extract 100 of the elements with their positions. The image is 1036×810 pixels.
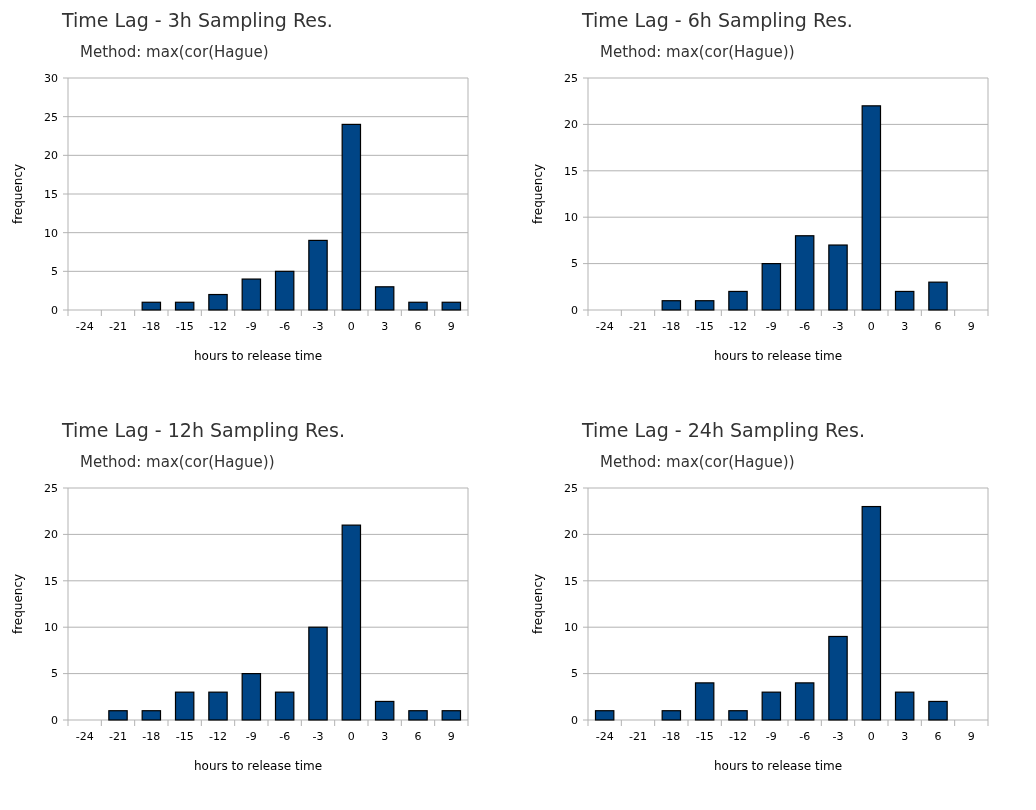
bar <box>894 290 915 311</box>
x-tick-label: -9 <box>765 730 777 743</box>
y-tick-label: 30 <box>44 71 58 85</box>
bar <box>208 691 228 721</box>
y-tick-label: 15 <box>44 187 58 201</box>
bar <box>274 270 295 311</box>
y-tick-label: 10 <box>564 211 578 225</box>
x-tick-label: -12 <box>729 730 747 743</box>
y-axis-title: frequency <box>531 163 545 225</box>
x-tick-label: 0 <box>867 730 875 743</box>
x-tick-label: -9 <box>245 320 257 333</box>
x-tick-label: -24 <box>595 320 614 333</box>
x-tick-label: -12 <box>729 320 747 333</box>
chart-subtitle: Method: max(cor(Hague)) <box>600 453 795 471</box>
chart-subtitle: Method: max(cor(Hague) <box>80 43 269 61</box>
bar <box>441 301 462 311</box>
x-tick-label: -3 <box>312 730 324 743</box>
bar <box>661 300 682 311</box>
x-tick-label: 9 <box>447 320 455 333</box>
y-tick-label: 0 <box>51 303 58 317</box>
bar <box>374 700 395 721</box>
y-tick-label: 20 <box>564 118 578 132</box>
x-tick-label: -9 <box>245 730 257 743</box>
bar <box>594 710 615 721</box>
x-tick-label: -6 <box>279 320 291 333</box>
chart-title: Time Lag - 12h Sampling Res. <box>61 419 345 441</box>
x-tick-label: -9 <box>765 320 777 333</box>
bar <box>174 301 195 311</box>
x-tick-label: -3 <box>832 730 844 743</box>
x-tick-label: -24 <box>75 320 94 333</box>
y-tick-label: 5 <box>51 667 58 681</box>
x-tick-label: -3 <box>312 320 324 333</box>
x-tick-label: 9 <box>967 320 975 333</box>
x-tick-label: -3 <box>832 320 844 333</box>
x-axis-title: hours to release time <box>713 759 843 773</box>
x-tick-label: 0 <box>867 320 875 333</box>
x-tick-label: 3 <box>901 320 909 333</box>
x-tick-label: -6 <box>279 730 291 743</box>
x-tick-label: 9 <box>967 730 975 743</box>
bar <box>794 235 815 311</box>
x-tick-label: 6 <box>414 320 422 333</box>
y-tick-label: 10 <box>564 621 578 635</box>
bar <box>894 691 915 721</box>
x-tick-label: -15 <box>695 730 714 743</box>
x-tick-label: -21 <box>109 320 127 333</box>
x-tick-label: -15 <box>175 730 194 743</box>
bar <box>108 710 128 721</box>
x-tick-label: 3 <box>901 730 909 743</box>
bar <box>661 710 682 721</box>
bar <box>141 301 162 311</box>
x-tick-label: -21 <box>629 320 647 333</box>
chart-title: Time Lag - 3h Sampling Res. <box>61 9 333 31</box>
bar <box>341 123 362 311</box>
x-tick-label: -15 <box>695 320 714 333</box>
bar <box>694 300 715 311</box>
bar <box>241 673 262 721</box>
x-tick-label: -6 <box>799 730 811 743</box>
x-tick-label: 6 <box>934 320 942 333</box>
bar <box>274 691 295 721</box>
bar <box>728 290 748 311</box>
x-tick-label: 6 <box>934 730 942 743</box>
x-tick-label: 0 <box>347 730 355 743</box>
bar <box>828 244 848 311</box>
x-tick-label: -21 <box>109 730 127 743</box>
y-tick-label: 15 <box>564 164 578 178</box>
bar <box>441 710 462 721</box>
bar <box>861 505 882 721</box>
y-tick-label: 0 <box>51 713 58 727</box>
x-tick-label: 3 <box>381 320 389 333</box>
x-tick-label: 3 <box>381 730 389 743</box>
bar <box>861 105 882 311</box>
x-tick-label: -18 <box>142 320 161 333</box>
y-tick-label: 5 <box>571 257 578 271</box>
bar <box>761 691 782 721</box>
y-tick-label: 25 <box>564 481 578 495</box>
bar <box>928 281 948 311</box>
y-tick-label: 20 <box>44 149 58 163</box>
bar <box>828 635 848 721</box>
x-tick-label: -12 <box>209 320 227 333</box>
x-tick-label: -12 <box>209 730 227 743</box>
y-tick-label: 5 <box>51 265 58 279</box>
x-axis-title: hours to release time <box>193 349 323 363</box>
chart-subtitle: Method: max(cor(Hague)) <box>600 43 795 61</box>
chart-title: Time Lag - 24h Sampling Res. <box>581 419 865 441</box>
bar <box>794 682 815 721</box>
bar <box>761 263 782 311</box>
y-tick-label: 15 <box>564 574 578 588</box>
y-tick-label: 0 <box>571 303 578 317</box>
x-tick-label: -24 <box>595 730 614 743</box>
bar <box>141 710 162 721</box>
y-tick-label: 25 <box>44 110 58 124</box>
x-tick-label: -21 <box>629 730 647 743</box>
y-tick-label: 25 <box>44 481 58 495</box>
bar <box>928 700 948 721</box>
chart-title: Time Lag - 6h Sampling Res. <box>581 9 853 31</box>
x-tick-label: -18 <box>142 730 161 743</box>
bar <box>408 710 428 721</box>
x-tick-label: -18 <box>662 730 681 743</box>
x-tick-label: 9 <box>447 730 455 743</box>
x-tick-label: -24 <box>75 730 94 743</box>
